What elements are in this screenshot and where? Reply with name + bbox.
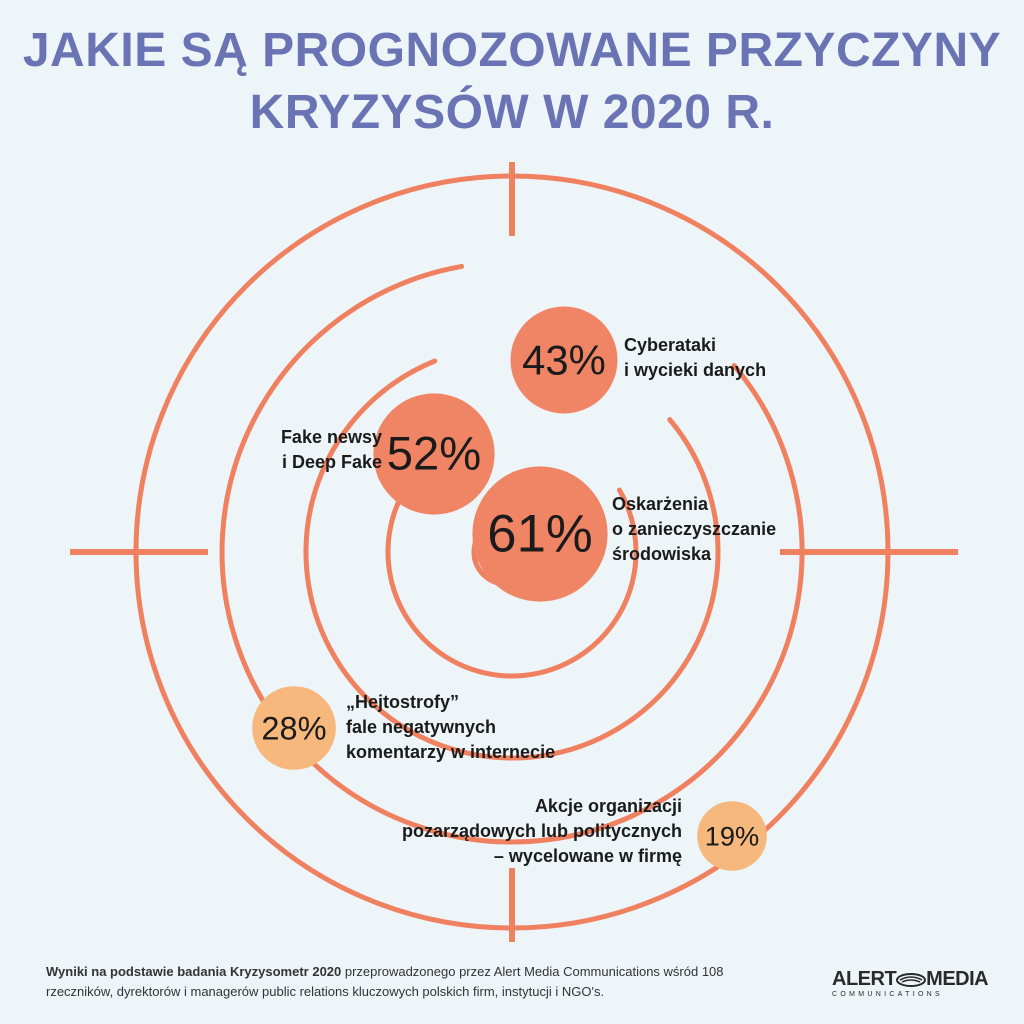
page-title: JAKIE SĄ PROGNOZOWANE PRZYCZYNY KRYZYSÓW… [0,20,1024,144]
label-line: fale negatywnych [346,717,497,737]
crosshair-ticks [70,162,958,942]
label-line: i Deep Fake [281,452,382,472]
ring-3 [219,263,805,845]
label-hejtostrofy: „Hejtostrofy” fale negatywnych komentarz… [346,690,555,765]
bubble-value-label: 52% [387,428,481,481]
logo-right: MEDIA [926,968,989,990]
bubble-circle [510,306,618,414]
bubble-value-label: 43% [522,337,606,384]
alert-media-logo: ALERT MEDIA COMMUNICATIONS [832,968,989,1002]
bubble-value-label: 19% [705,821,759,852]
footer-text: przeprowadzonego przez Alert Media Commu… [46,964,724,999]
logo-eye-icon [896,972,927,987]
title-line-2: KRYZYSÓW W 2020 R. [249,86,775,139]
label-line: Akcje organizacji [534,796,682,816]
bubble-circle [697,801,767,871]
bubble-circle [252,686,336,770]
label-line: o zanieczyszczanie [612,519,777,539]
label-line: pozarządowych lub politycznych [401,821,682,841]
label-srodowisko: Oskarżenia o zanieczyszczanie środowiska [612,492,776,567]
logo-subtitle: COMMUNICATIONS [832,991,944,998]
ring-2 [303,358,721,761]
footer-note: Wyniki na podstawie badania Kryzysometr … [46,962,746,1002]
ring-1 [385,447,639,679]
bubble-43: 43% [510,306,618,414]
label-akcje: Akcje organizacji pozarządowych lub poli… [380,794,682,869]
bubble-61: 61% [472,466,608,602]
label-line: „Hejtostrofy” [346,692,460,712]
label-cyberataki: Cyberataki i wycieki danych [624,333,766,383]
bubble-value-label: 28% [261,710,326,747]
bubble-19: 19% [697,801,767,871]
logo-left: ALERT [832,968,897,990]
bubble-28: 28% [252,686,336,770]
bubble-52: 52% [373,393,495,515]
bubble-circle [472,466,608,602]
title-line-1: JAKIE SĄ PROGNOZOWANE PRZYCZYNY [22,24,1002,77]
bubbles: 61%52% 43% 28% 19% [252,306,767,871]
footer-bold: Wyniki na podstawie badania Kryzysometr … [46,964,342,979]
bubble-circle [373,393,495,515]
label-line: komentarzy w internecie [346,742,556,762]
label-line: – wycelowane w firmę [493,846,682,866]
label-line: Fake newsy [280,427,382,447]
bubble-value-label: 61% [487,505,592,564]
logo-wordmark: ALERT MEDIA [832,968,989,990]
label-line: środowiska [612,544,712,564]
label-fake-news: Fake newsy i Deep Fake [236,425,382,475]
label-line: i wycieki danych [624,360,767,380]
label-line: Oskarżenia [612,494,709,514]
label-line: Cyberataki [624,335,717,355]
